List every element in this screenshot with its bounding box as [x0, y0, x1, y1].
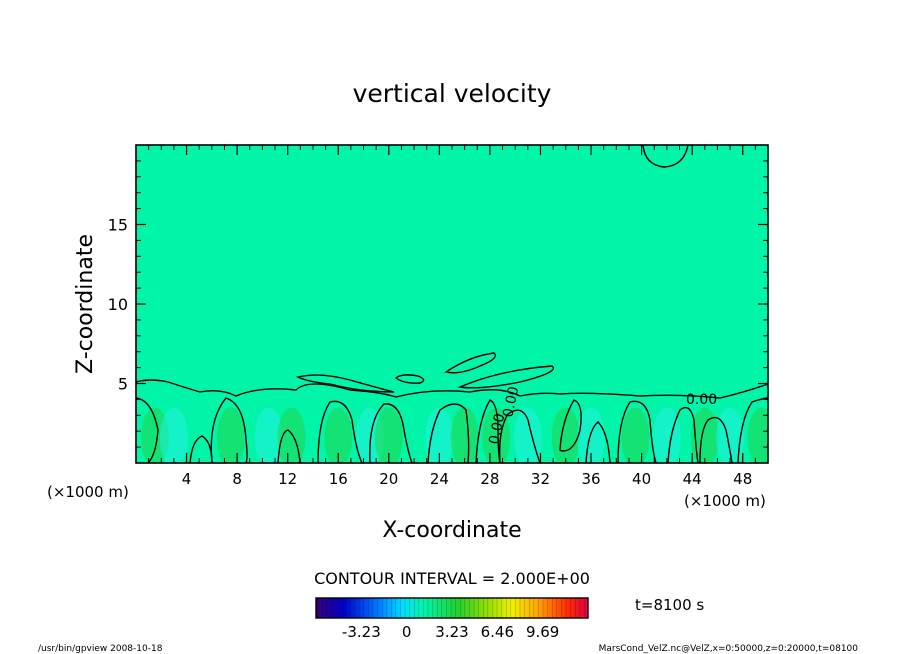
x-tick-label: 36	[581, 470, 600, 488]
x-tick-label: 8	[232, 470, 242, 488]
field-cell	[482, 407, 511, 463]
contour-cell-14	[667, 406, 699, 463]
contour-cell-11	[617, 400, 657, 463]
contour-cell-10	[585, 421, 611, 463]
field-cell	[216, 407, 245, 463]
contour-wave-2	[444, 352, 497, 374]
contour-cell-7	[427, 403, 470, 463]
y-tick-label: 15	[108, 216, 128, 235]
colorbar-tick-label: 0	[402, 623, 412, 641]
contour-cell-3	[189, 435, 213, 463]
x-tick-label: 32	[531, 470, 550, 488]
contour-cell-15	[475, 399, 501, 463]
contour-cell-2	[210, 397, 248, 463]
contour-label: 0.00	[686, 392, 717, 408]
x-tick-label: 40	[632, 470, 651, 488]
contour-wave-4	[295, 374, 395, 393]
chart-title: vertical velocity	[353, 79, 552, 108]
footer-right: MarsCond_VelZ.nc@VelZ,x=0:50000,z=0:2000…	[599, 644, 859, 654]
field-cell	[652, 407, 681, 463]
contour-top-right	[642, 145, 689, 168]
y-tick-label: 10	[108, 295, 128, 314]
contour-wave-1	[394, 374, 425, 384]
contour-lines	[136, 145, 768, 463]
colorbar-ticks: -3.23 0 3.23 6.46 9.69	[342, 623, 559, 641]
field-cell	[450, 407, 479, 463]
contour-cell-5	[317, 400, 363, 463]
contour-interval-label: CONTOUR INTERVAL = 2.000E+00	[314, 569, 590, 588]
contour-layer-boundary	[136, 379, 768, 399]
field-cell	[621, 407, 650, 463]
y-tick-label: 5	[118, 375, 128, 394]
field-cell	[690, 407, 719, 463]
colorbar-bins	[316, 598, 588, 618]
field-cell	[324, 407, 353, 463]
contour-cell-8	[498, 409, 541, 463]
contour-label: 0.00	[486, 412, 508, 446]
x-tick-label: 4	[182, 470, 192, 488]
field-cell	[374, 407, 403, 463]
colorbar: -3.23 0 3.23 6.46 9.69	[315, 597, 589, 641]
x-tick-label: 24	[430, 470, 449, 488]
x-axis-ticks: 4 8 12 16 20 24 28 32 36 40 44 48	[182, 470, 752, 488]
contour-wave-3	[457, 365, 554, 389]
contour-cell-12	[699, 416, 733, 463]
x-axis-label: X-coordinate	[382, 518, 521, 543]
frame-ticks	[136, 145, 768, 463]
plot-area: 0.00 0.00 0.00	[135, 144, 769, 464]
field-cell	[716, 407, 745, 463]
colorbar-tick-label: 3.23	[435, 623, 468, 641]
y-axis-ticks: 5 10 15	[108, 216, 128, 394]
contour-cell-9	[559, 399, 582, 452]
contour-cell-4	[277, 429, 301, 463]
x-tick-label: 48	[733, 470, 752, 488]
contour-labels: 0.00 0.00 0.00	[486, 385, 717, 446]
colorbar-tick-label: 9.69	[526, 623, 559, 641]
field-cell	[254, 407, 283, 463]
colorbar-tick-label: 6.46	[481, 623, 514, 641]
contour-label: 0.00	[500, 385, 522, 419]
x-tick-label: 28	[480, 470, 499, 488]
contour-cell-6	[369, 403, 413, 463]
x-tick-label: 44	[683, 470, 702, 488]
field-cell	[425, 407, 454, 463]
x-tick-label: 12	[278, 470, 297, 488]
footer-left: /usr/bin/gpview 2008-10-18	[38, 644, 163, 654]
colorbar-frame	[315, 597, 589, 619]
field-cell	[747, 407, 768, 463]
field-cell	[159, 407, 188, 463]
field-cell	[551, 407, 580, 463]
x-unit-label-right: (×1000 m)	[684, 492, 766, 510]
x-unit-label-left: (×1000 m)	[47, 483, 129, 501]
contour-cell-13	[737, 397, 768, 463]
time-label: t=8100 s	[635, 596, 704, 614]
y-axis-label: Z-coordinate	[73, 234, 98, 374]
x-tick-label: 20	[379, 470, 398, 488]
x-tick-label: 16	[329, 470, 348, 488]
colorbar-tick-label: -3.23	[342, 623, 381, 641]
contour-cell-1	[136, 397, 159, 463]
